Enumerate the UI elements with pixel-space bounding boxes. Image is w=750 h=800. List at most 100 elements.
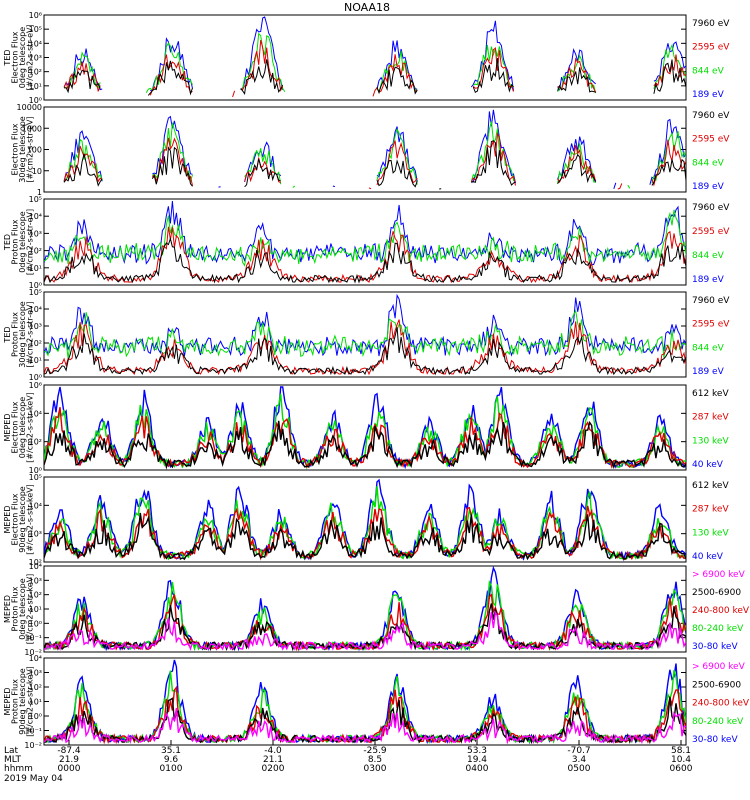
legend-entry: 2500-6900 (692, 680, 741, 690)
ylabel-line: [#/cm2-s-str-eV] (26, 301, 35, 367)
ylabel-line: 0deg telescope (18, 211, 27, 272)
ytick-label: 10³ (29, 322, 42, 331)
panel-frame (43, 384, 687, 471)
ytick-label: 10⁶ (29, 381, 42, 390)
xtick-label: -25.9 (363, 746, 387, 756)
ylabel-line: MEPED (3, 414, 12, 442)
series-trace (44, 512, 686, 561)
ytick-label: 10² (29, 591, 42, 600)
ytick-label: 10³ (29, 576, 42, 585)
series-trace (44, 236, 686, 284)
ytick-label: 10 (32, 167, 42, 176)
ylabel-line: Proton Flux (11, 312, 20, 357)
xtick-label: 0500 (568, 764, 591, 774)
ylabel-line: 30deg telescope (18, 301, 27, 368)
axis-row-label: Lat (4, 746, 19, 756)
legend-entry: 2595 eV (692, 227, 730, 237)
ytick-label: 1000 (22, 124, 42, 133)
xtick-label: 19.4 (467, 755, 487, 765)
xtick-label: -70.7 (567, 746, 590, 756)
ylabel-line: Electron Flux (11, 31, 20, 83)
ylabel-line: [#/cm2-s-str-eV] (26, 209, 35, 275)
ytick-label: 10¹ (29, 356, 42, 365)
legend-entry: 80-240 keV (692, 717, 744, 727)
series-trace (63, 39, 686, 98)
legend-entry: 844 eV (692, 158, 725, 168)
legend-entry: 2500-6900 (692, 588, 741, 598)
legend-entry: 40 keV (692, 552, 724, 562)
legend-entry: 7960 eV (692, 203, 730, 213)
ylabel-line: 0deg telescope (18, 397, 27, 458)
xtick-label: 21.9 (59, 755, 79, 765)
ylabel-line: [#/cm2-s-str-keV] (26, 666, 35, 737)
ytick-label: 10⁻¹ (24, 634, 42, 643)
legend-entry: 2595 eV (692, 135, 730, 145)
ytick-label: 10⁴ (29, 305, 42, 314)
series-trace (44, 319, 686, 376)
series-trace (44, 407, 686, 470)
legend-entry: 2595 eV (692, 43, 730, 53)
ylabel-line: MEPED (3, 506, 12, 534)
xtick-label: 53.3 (467, 746, 487, 756)
ytick-label: 10⁴ (29, 501, 42, 510)
xtick-label: 0400 (466, 764, 489, 774)
ytick-label: 10¹ (29, 605, 42, 614)
series-trace (44, 386, 686, 470)
ylabel-line: Proton Flux (11, 586, 20, 631)
ytick-label: 10⁴ (29, 409, 42, 418)
ylabel-line: 30deg telescope (18, 116, 27, 183)
panel-frame (43, 106, 687, 193)
xtick-label: 58.1 (671, 746, 691, 756)
ytick-label: 10⁰ (29, 281, 42, 290)
panel-frame (43, 291, 687, 378)
xtick-label: 8.5 (368, 755, 382, 765)
ytick-label: 10⁶ (29, 11, 42, 20)
ylabel-line: TED (3, 234, 12, 251)
axis-row-label: MLT (4, 755, 22, 765)
axis-row-label: hhmm (4, 764, 33, 774)
ytick-label: 10⁰ (29, 619, 42, 628)
ylabel-line: 90deg telescope (18, 668, 27, 735)
series-trace (44, 309, 686, 359)
ylabel-line: Proton Flux (11, 679, 20, 724)
xtick-label: 0000 (58, 764, 81, 774)
ytick-label: 10¹ (29, 264, 42, 273)
ylabel-line: TED (3, 326, 12, 343)
legend-entry: 287 keV (692, 505, 729, 515)
series-trace (44, 420, 686, 470)
ytick-label: 10³ (29, 229, 42, 238)
legend-entry: 30-80 keV (692, 735, 738, 745)
ylabel-line: Electron Flux (11, 493, 20, 545)
ytick-label: 10⁵ (29, 25, 42, 34)
legend-entry: 844 eV (692, 343, 725, 353)
legend-entry: 7960 eV (692, 111, 730, 121)
ytick-label: 10³ (29, 54, 42, 63)
legend-entry: 189 eV (692, 367, 725, 377)
ytick-label: 10² (29, 247, 42, 256)
ytick-label: 10² (29, 68, 42, 77)
ytick-label: 10² (29, 339, 42, 348)
series-trace (63, 140, 686, 190)
ylabel-line: [#/cm2-s-str-eV] (26, 24, 35, 90)
legend-entry: 844 eV (692, 66, 725, 76)
xtick-label: 21.1 (263, 755, 283, 765)
legend-entry: > 6900 keV (692, 570, 746, 580)
legend-entry: 30-80 keV (692, 642, 738, 652)
ylabel-line: Proton Flux (11, 219, 20, 264)
ytick-label: 10¹ (29, 698, 42, 707)
ylabel-line: 0deg telescope (18, 27, 27, 88)
legend-entry: 130 keV (692, 436, 729, 446)
legend-entry: 240-800 keV (692, 606, 750, 616)
ylabel-line: [#/cm2-s-str-keV] (26, 392, 35, 463)
xtick-label: 0300 (364, 764, 387, 774)
legend-entry: 80-240 keV (692, 624, 744, 634)
ylabel-line: 90deg telescope (18, 486, 27, 553)
ytick-label: 10⁻¹ (24, 727, 42, 736)
legend-entry: 130 keV (692, 528, 729, 538)
series-trace (44, 293, 686, 357)
